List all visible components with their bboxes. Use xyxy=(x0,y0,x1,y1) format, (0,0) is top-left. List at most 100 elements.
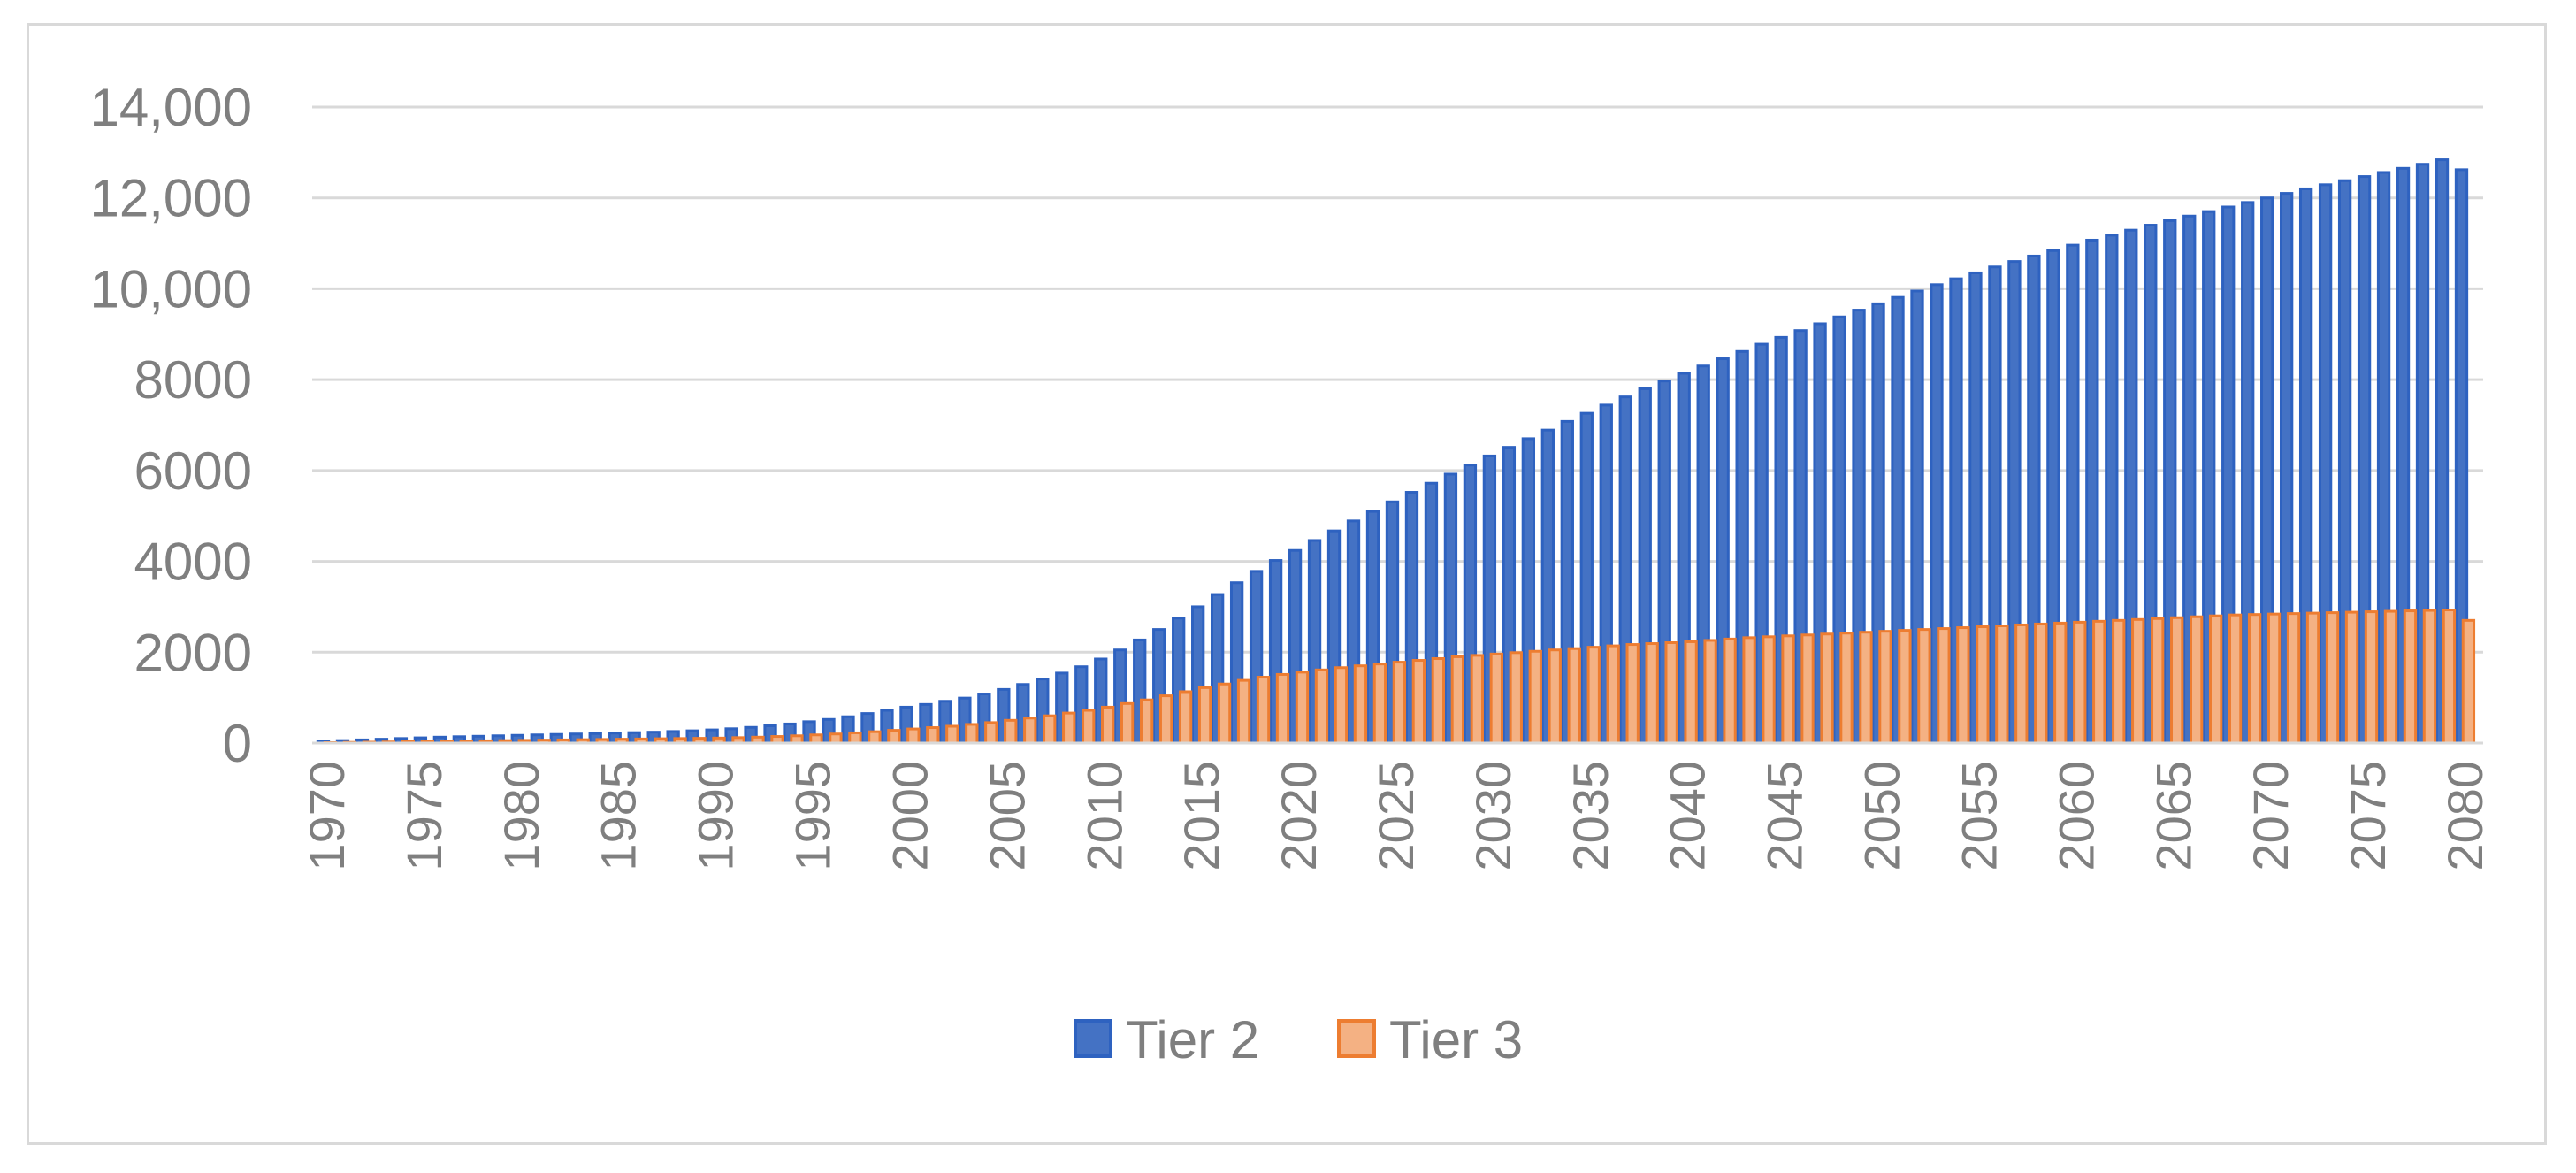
legend-label-tier-2: Tier 2 xyxy=(1126,1010,1259,1070)
x-tick-label: 2035 xyxy=(1563,761,1618,871)
bar-tier-3 xyxy=(1976,625,1990,745)
bar-tier-3 xyxy=(1295,671,1310,745)
x-tick-label: 2030 xyxy=(1465,761,1521,871)
bar-tier-3 xyxy=(1431,656,1446,745)
bar-tier-3 xyxy=(1004,718,1018,745)
bar-tier-3 xyxy=(1859,631,1873,745)
y-tick-label: 12,000 xyxy=(89,169,252,228)
x-tick-label: 1985 xyxy=(591,761,646,871)
bar-tier-3 xyxy=(2151,617,2165,745)
bar-tier-3 xyxy=(2325,611,2340,745)
bar-chart: 0 2000 4000 6000 8000 10,000 12,000 14,000 1970… xyxy=(89,78,2493,1070)
bar-tier-3 xyxy=(2034,622,2048,745)
bar-tier-3 xyxy=(1139,698,1154,745)
x-tick-label: 2025 xyxy=(1368,761,1424,871)
bar-tier-3 xyxy=(1781,634,1795,745)
bar-tier-3 xyxy=(1528,649,1542,745)
bar-tier-3 xyxy=(2286,612,2301,745)
bar-tier-3 xyxy=(1372,663,1387,745)
legend-swatch-tier-3 xyxy=(1337,1019,1376,1058)
bar-tier-3 xyxy=(1937,627,1951,745)
gridlines xyxy=(312,105,2483,654)
bar-tier-3 xyxy=(1450,655,1464,745)
bar-tier-3 xyxy=(2266,612,2282,745)
bar-tier-3 xyxy=(1509,651,1523,745)
bar-tier-3 xyxy=(848,731,862,745)
x-tick-label: 1970 xyxy=(299,761,355,871)
bar-tier-3 xyxy=(1489,652,1503,745)
y-tick-label: 10,000 xyxy=(89,259,252,318)
bar-tier-3 xyxy=(1684,640,1698,745)
bar-tier-3 xyxy=(1023,717,1037,745)
bar-tier-3 xyxy=(1062,711,1076,745)
y-axis-ticks: 0 2000 4000 6000 8000 10,000 12,000 14,000 xyxy=(89,78,252,773)
bar-tier-3 xyxy=(984,721,998,745)
x-tick-label: 2080 xyxy=(2437,761,2493,871)
x-tick-label: 2040 xyxy=(1660,761,1716,871)
bar-tier-3 xyxy=(1353,664,1368,745)
y-tick-label: 0 xyxy=(223,714,252,773)
bar-tier-3 xyxy=(2073,620,2087,745)
bar-tier-3 xyxy=(1178,690,1193,745)
legend: Tier 2 Tier 3 xyxy=(1074,1010,1523,1070)
bar-tier-3 xyxy=(1043,714,1057,745)
bar-tier-3 xyxy=(1762,635,1776,745)
bar-tier-3 xyxy=(2247,613,2262,745)
bar-tier-3 xyxy=(2092,619,2106,745)
bar-tier-3 xyxy=(1314,668,1329,745)
bar-tier-3 xyxy=(2170,616,2184,745)
bar-tier-3 xyxy=(2383,610,2398,745)
bar-tier-3 xyxy=(868,730,882,745)
bar-tier-3 xyxy=(1082,709,1096,745)
bar-tier-3 xyxy=(1820,632,1834,745)
x-tick-label: 1995 xyxy=(785,761,841,871)
y-tick-label: 4000 xyxy=(134,533,252,592)
x-tick-label: 2045 xyxy=(1757,761,1813,871)
bar-tier-3 xyxy=(1236,678,1251,745)
bar-tier-3 xyxy=(926,726,940,745)
legend-swatch-tier-2 xyxy=(1074,1019,1112,1058)
x-tick-label: 2055 xyxy=(1951,761,2007,871)
bar-tier-3 xyxy=(1120,702,1135,745)
bar-tier-3 xyxy=(1256,676,1271,745)
x-tick-label: 2075 xyxy=(2340,761,2396,871)
bar-tier-3 xyxy=(1645,642,1659,745)
bar-tier-3 xyxy=(1275,672,1290,745)
bar-tier-3 xyxy=(2344,610,2359,745)
x-tick-label: 2060 xyxy=(2048,761,2104,871)
bar-tier-3 xyxy=(1411,659,1426,745)
bar-tier-3 xyxy=(1664,641,1678,745)
series-tier-3-bars xyxy=(323,609,2476,745)
bar-tier-3 xyxy=(1470,654,1484,745)
bar-tier-3 xyxy=(2131,617,2145,745)
x-tick-label: 2010 xyxy=(1076,761,1132,871)
legend-label-tier-3: Tier 3 xyxy=(1389,1010,1523,1070)
x-tick-label: 1975 xyxy=(396,761,452,871)
bar-tier-3 xyxy=(1917,628,1931,745)
bar-tier-3 xyxy=(1995,625,2009,745)
bar-tier-3 xyxy=(829,732,843,745)
bar-tier-3 xyxy=(1898,629,1912,745)
bar-tier-3 xyxy=(2053,621,2068,745)
bar-tier-3 xyxy=(1158,694,1173,745)
bar-tier-3 xyxy=(1742,636,1756,745)
x-tick-label: 1980 xyxy=(493,761,549,871)
bar-tier-3 xyxy=(2364,610,2379,745)
bar-tier-3 xyxy=(2461,618,2476,745)
chart-frame: 0 2000 4000 6000 8000 10,000 12,000 14,000 1970… xyxy=(27,23,2547,1145)
bar-tier-3 xyxy=(1101,705,1115,745)
bar-tier-3 xyxy=(1800,633,1815,745)
bar-tier-3 xyxy=(2442,609,2457,745)
bar-tier-3 xyxy=(2228,613,2243,745)
bar-tier-3 xyxy=(1703,639,1717,745)
bar-tier-3 xyxy=(906,727,921,745)
bar-tier-3 xyxy=(2422,609,2437,745)
bar-tier-3 xyxy=(1625,643,1640,745)
bar-tier-3 xyxy=(1392,661,1407,745)
bar-tier-3 xyxy=(1606,644,1620,745)
bar-tier-3 xyxy=(1839,632,1854,745)
bar-tier-3 xyxy=(1197,686,1212,745)
bar-tier-3 xyxy=(945,724,959,745)
bar-tier-3 xyxy=(2208,614,2223,745)
bar-tier-3 xyxy=(1723,637,1737,745)
